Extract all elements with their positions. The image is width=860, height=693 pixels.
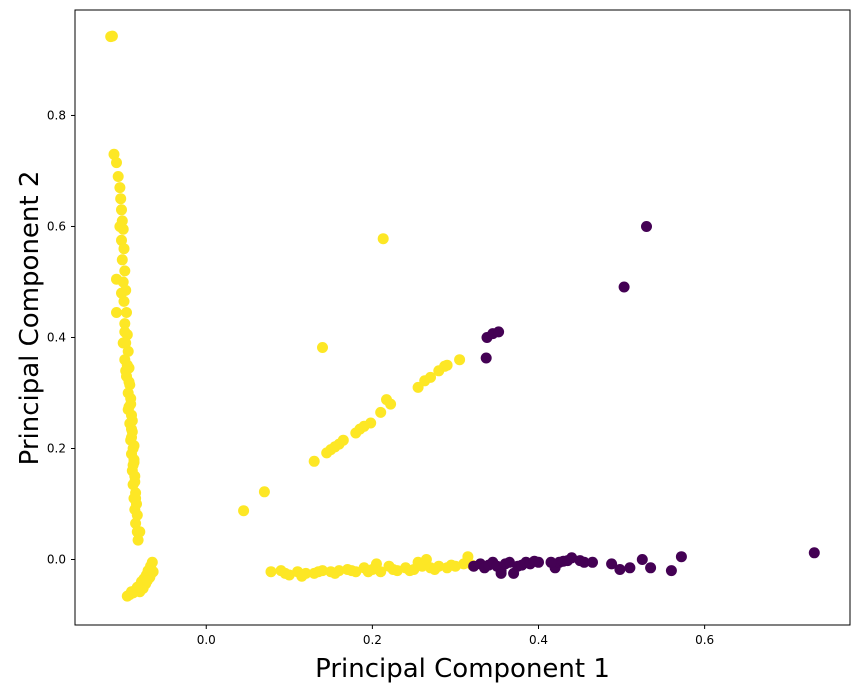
data-point-purple-36 (809, 547, 820, 558)
data-point-yellow-144 (363, 566, 374, 577)
data-point-yellow-18 (121, 307, 132, 318)
data-point-yellow-1 (107, 31, 118, 42)
data-point-yellow-84 (148, 566, 159, 577)
y-tick-label: 0.8 (47, 108, 66, 122)
data-point-yellow-87 (238, 505, 249, 516)
data-point-yellow-145 (388, 564, 399, 575)
data-point-yellow-141 (313, 566, 324, 577)
data-point-yellow-147 (429, 564, 440, 575)
data-point-yellow-5 (114, 182, 125, 193)
data-point-yellow-15 (111, 274, 122, 285)
data-point-yellow-19 (111, 307, 122, 318)
x-tick-label: 0.4 (529, 633, 548, 647)
data-point-yellow-55 (127, 415, 138, 426)
data-point-yellow-142 (330, 568, 341, 579)
data-point-yellow-95 (338, 435, 349, 446)
data-point-yellow-64 (119, 326, 130, 337)
data-point-purple-0 (641, 221, 652, 232)
data-point-yellow-148 (446, 560, 457, 571)
data-point-yellow-7 (116, 204, 127, 215)
y-tick-label: 0.4 (47, 330, 66, 344)
data-point-yellow-11 (119, 243, 130, 254)
data-point-yellow-101 (378, 233, 389, 244)
data-point-yellow-59 (126, 432, 137, 443)
data-point-purple-34 (666, 565, 677, 576)
data-point-yellow-109 (442, 360, 453, 371)
data-point-yellow-99 (365, 418, 376, 429)
data-point-yellow-139 (280, 568, 291, 579)
data-point-purple-1 (619, 282, 630, 293)
data-point-yellow-53 (129, 476, 140, 487)
data-point-purple-35 (676, 551, 687, 562)
data-point-yellow-65 (120, 365, 131, 376)
data-point-yellow-66 (123, 404, 134, 415)
data-point-yellow-140 (296, 571, 307, 582)
data-point-yellow-57 (124, 376, 135, 387)
data-point-yellow-60 (130, 493, 141, 504)
data-point-yellow-103 (385, 399, 396, 410)
data-point-purple-31 (624, 562, 635, 573)
data-point-yellow-86 (126, 586, 137, 597)
data-point-yellow-6 (115, 193, 126, 204)
x-tick-label: 0.0 (197, 633, 216, 647)
data-point-purple-38 (529, 556, 540, 567)
data-point-purple-37 (496, 568, 507, 579)
data-point-yellow-61 (129, 454, 140, 465)
data-point-yellow-110 (454, 354, 465, 365)
data-point-yellow-12 (117, 254, 128, 265)
data-point-yellow-89 (309, 456, 320, 467)
data-point-purple-30 (614, 564, 625, 575)
data-point-purple-2 (481, 353, 492, 364)
y-tick-label: 0.6 (47, 219, 66, 233)
data-point-yellow-143 (346, 565, 357, 576)
x-tick-label: 0.2 (363, 633, 382, 647)
x-tick-label: 0.6 (695, 633, 714, 647)
data-point-yellow-13 (119, 265, 130, 276)
data-point-yellow-4 (113, 171, 124, 182)
data-point-yellow-58 (118, 338, 129, 349)
data-point-yellow-146 (404, 565, 415, 576)
y-tick-label: 0.0 (47, 553, 66, 567)
data-point-yellow-90 (317, 342, 328, 353)
data-point-purple-32 (637, 554, 648, 565)
data-point-yellow-100 (375, 407, 386, 418)
data-point-purple-33 (645, 562, 656, 573)
y-axis-label: Principal Component 2 (15, 171, 45, 466)
data-point-yellow-63 (116, 288, 127, 299)
data-point-yellow-3 (111, 157, 122, 168)
data-point-yellow-62 (114, 221, 125, 232)
data-point-purple-5 (493, 326, 504, 337)
data-point-yellow-49 (133, 535, 144, 546)
y-tick-label: 0.2 (47, 441, 66, 455)
data-point-purple-28 (587, 557, 598, 568)
data-point-yellow-88 (259, 486, 270, 497)
data-point-yellow-111 (266, 566, 277, 577)
x-axis-label: Principal Component 1 (315, 654, 610, 684)
data-point-purple-39 (546, 557, 557, 568)
